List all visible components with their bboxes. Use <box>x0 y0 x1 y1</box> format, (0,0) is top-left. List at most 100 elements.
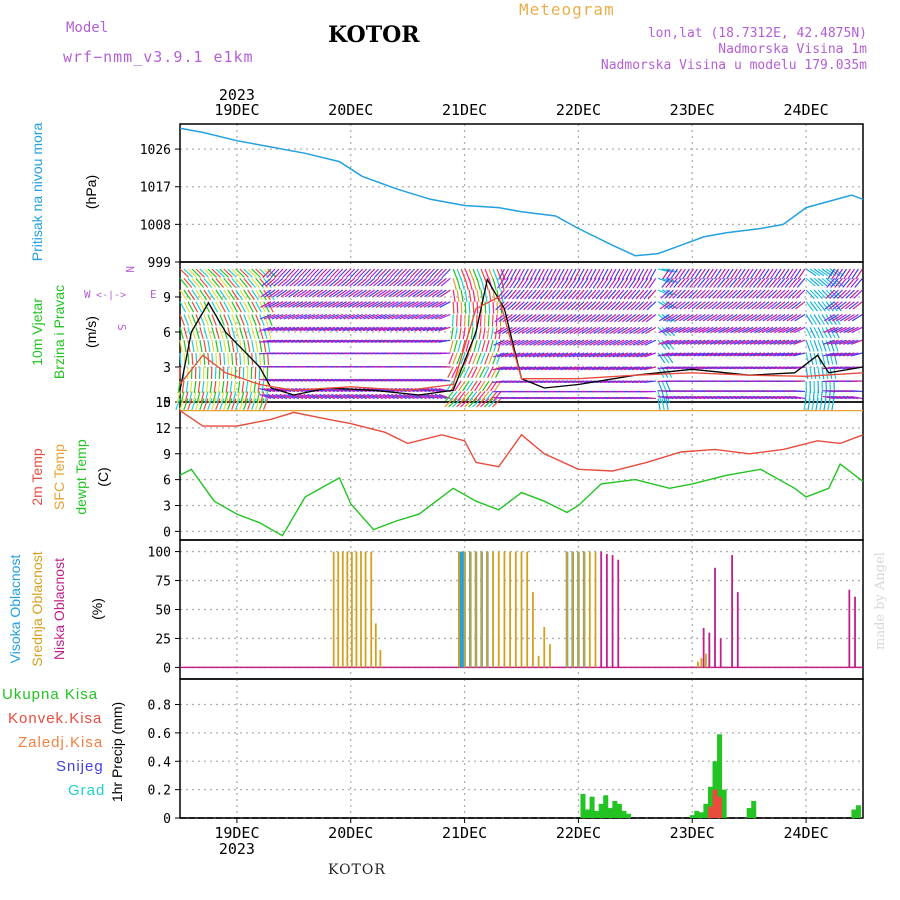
wind-barb <box>370 339 383 343</box>
wind-barb <box>456 398 466 408</box>
wind-barb <box>207 268 217 278</box>
wind-barb <box>718 326 730 334</box>
wind-barb <box>539 301 549 311</box>
wind-barb <box>824 301 835 310</box>
wind-barb <box>762 313 774 322</box>
wind-barb <box>565 326 577 335</box>
wind-barb <box>396 277 407 287</box>
wind-barb <box>375 301 387 308</box>
wind-barb <box>422 388 435 393</box>
wind-barb <box>334 268 344 279</box>
wind-barb <box>685 277 694 288</box>
y-tick-label: 0.8 <box>148 699 171 714</box>
wind-barb <box>549 339 561 346</box>
wind-barb <box>436 289 447 298</box>
wind-barb <box>773 339 786 345</box>
wind-barb <box>828 313 839 322</box>
wind-barb <box>339 301 352 308</box>
day-label-bottom: 22DEC <box>556 824 601 842</box>
wind-barb <box>283 339 296 343</box>
wind-barb <box>767 301 778 310</box>
footer-station: KOTOR <box>328 862 386 878</box>
wind-barb <box>224 391 229 404</box>
wind-barb <box>611 289 621 300</box>
wind-barb <box>624 366 637 371</box>
wind-barb <box>675 301 686 310</box>
wind-barb <box>754 326 766 334</box>
wind-barb <box>368 289 379 298</box>
wind-barb <box>747 301 758 310</box>
wind-barb <box>199 340 203 353</box>
wind-barb <box>307 313 320 320</box>
wind-barb <box>239 268 249 278</box>
wind-barb <box>243 398 249 410</box>
wind-barb <box>779 301 790 310</box>
wind-barb <box>348 289 360 298</box>
wind-barb <box>730 268 738 280</box>
wind-barb <box>577 268 585 280</box>
wind-barb <box>303 313 316 320</box>
wind-barb <box>263 326 276 332</box>
wind-barb <box>261 277 272 287</box>
wind-barb <box>273 277 284 287</box>
wind-barb <box>729 395 742 400</box>
wind-barb <box>604 277 613 289</box>
wind-barb <box>267 314 273 326</box>
wind-barb <box>817 277 828 287</box>
wind-barb <box>537 326 549 335</box>
wind-barb <box>483 366 490 378</box>
wind-barb <box>752 277 762 288</box>
wind-barb <box>610 314 621 323</box>
wind-barb <box>383 393 395 400</box>
wind-barb <box>625 326 637 335</box>
wind-barb <box>199 327 204 340</box>
wind-barb <box>420 277 431 287</box>
wind-barb <box>851 326 863 334</box>
wind-barb <box>438 378 451 382</box>
total-precip-bar <box>689 815 695 818</box>
wind-barb <box>358 326 371 332</box>
wind-barb <box>628 352 641 358</box>
precip-axis-title: 1hr Precip (mm) <box>109 702 125 802</box>
wind-barb <box>251 268 261 278</box>
wind-barb <box>587 289 597 300</box>
y-tick-label: 9 <box>163 291 171 306</box>
wind-barb <box>215 340 219 353</box>
wind-barb <box>444 398 454 408</box>
wind-barb <box>676 289 686 299</box>
wind-barb <box>629 314 641 323</box>
wind-barb <box>689 395 702 400</box>
wind-barb <box>633 268 641 280</box>
wind-barb <box>524 277 533 289</box>
wind-barb <box>251 314 257 326</box>
wind-barb <box>805 268 817 277</box>
wind-barb <box>733 277 742 288</box>
wind-barb <box>750 313 762 322</box>
wind-barb <box>426 339 439 343</box>
wind-barb <box>584 352 597 358</box>
wind-barb <box>789 268 798 280</box>
wind-barb <box>361 277 372 287</box>
wind-barb <box>276 301 288 308</box>
wind-barb <box>821 339 827 352</box>
wind-barb <box>716 289 726 299</box>
wind-barb <box>835 326 847 334</box>
wind-barb <box>293 277 304 287</box>
wind-barb <box>640 339 653 346</box>
wind-barb <box>231 327 236 340</box>
wind-barb <box>243 314 249 326</box>
wind-barb <box>693 339 706 345</box>
wind-barb <box>239 352 242 366</box>
wind-barb <box>543 289 553 300</box>
wind-barb <box>362 326 375 332</box>
wind-barb <box>583 289 593 300</box>
wind-barb <box>377 268 388 279</box>
wind-barb <box>441 268 451 279</box>
wind-barb <box>473 391 482 402</box>
wind-barb <box>663 301 674 310</box>
wind-barb <box>219 314 225 326</box>
wind-barb <box>830 352 843 357</box>
wind-barb <box>259 301 266 313</box>
wind-barb <box>553 268 561 280</box>
wind-barb <box>338 339 351 343</box>
